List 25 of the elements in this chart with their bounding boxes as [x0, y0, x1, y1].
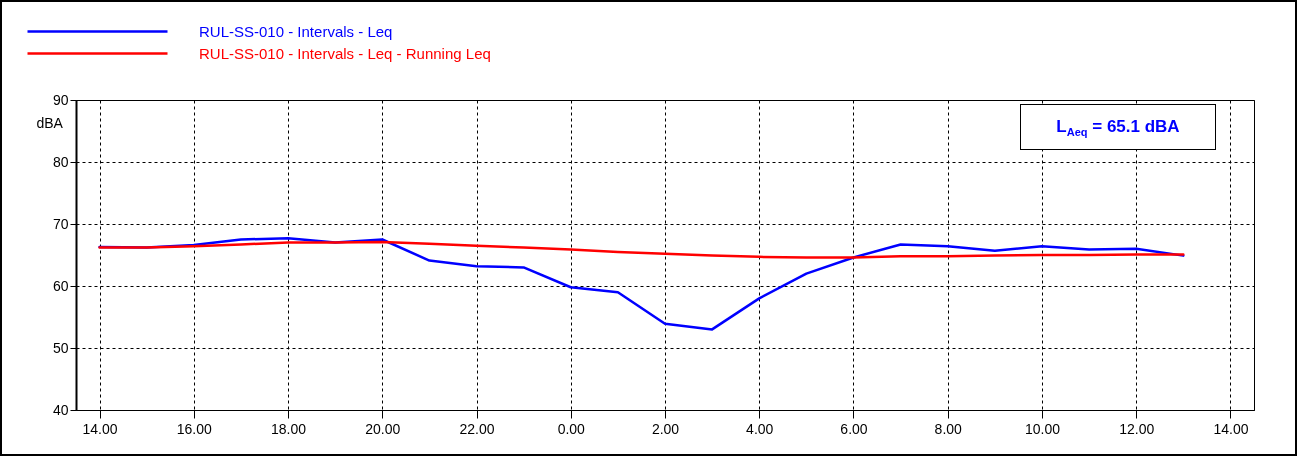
y-tick-label: 80 — [52, 153, 69, 170]
x-tick-label: 14.00 — [82, 420, 118, 437]
x-tick-label: 22.00 — [459, 420, 495, 437]
y-tick-label: 90 — [52, 91, 69, 108]
x-tick-label: 16.00 — [176, 420, 213, 437]
line-series — [98, 240, 1185, 259]
y-tick-label: 60 — [52, 277, 69, 294]
x-tick-label: 4.00 — [746, 420, 774, 437]
x-tick-label: 18.00 — [271, 420, 307, 437]
x-tick-label: 14.00 — [1213, 420, 1249, 437]
x-tick-label: 2.00 — [651, 420, 680, 437]
annotation: L$_{Aeq}$ = 65.1 dBA — [1055, 117, 1181, 139]
y-tick-label: 50 — [52, 339, 69, 356]
y-axis-title: dBA — [36, 114, 64, 131]
text: RUL-SS-010 - Intervals - Leq — [199, 22, 393, 40]
y-tick-label: 40 — [52, 401, 69, 418]
x-tick-label: 12.00 — [1119, 420, 1155, 437]
x-tick-label: 10.00 — [1024, 420, 1061, 437]
y-tick-label: 70 — [52, 215, 69, 232]
text-box: L$_{Aeq}$ = 65.1 dBA — [1020, 104, 1216, 150]
x-tick-label: 8.00 — [934, 420, 963, 437]
text: RUL-SS-010 - Intervals - Leq - Running Leq — [199, 44, 491, 62]
x-tick-label: 6.00 — [840, 420, 868, 437]
x-tick-label: 20.00 — [365, 420, 401, 437]
x-tick-label: 0.00 — [557, 420, 586, 437]
